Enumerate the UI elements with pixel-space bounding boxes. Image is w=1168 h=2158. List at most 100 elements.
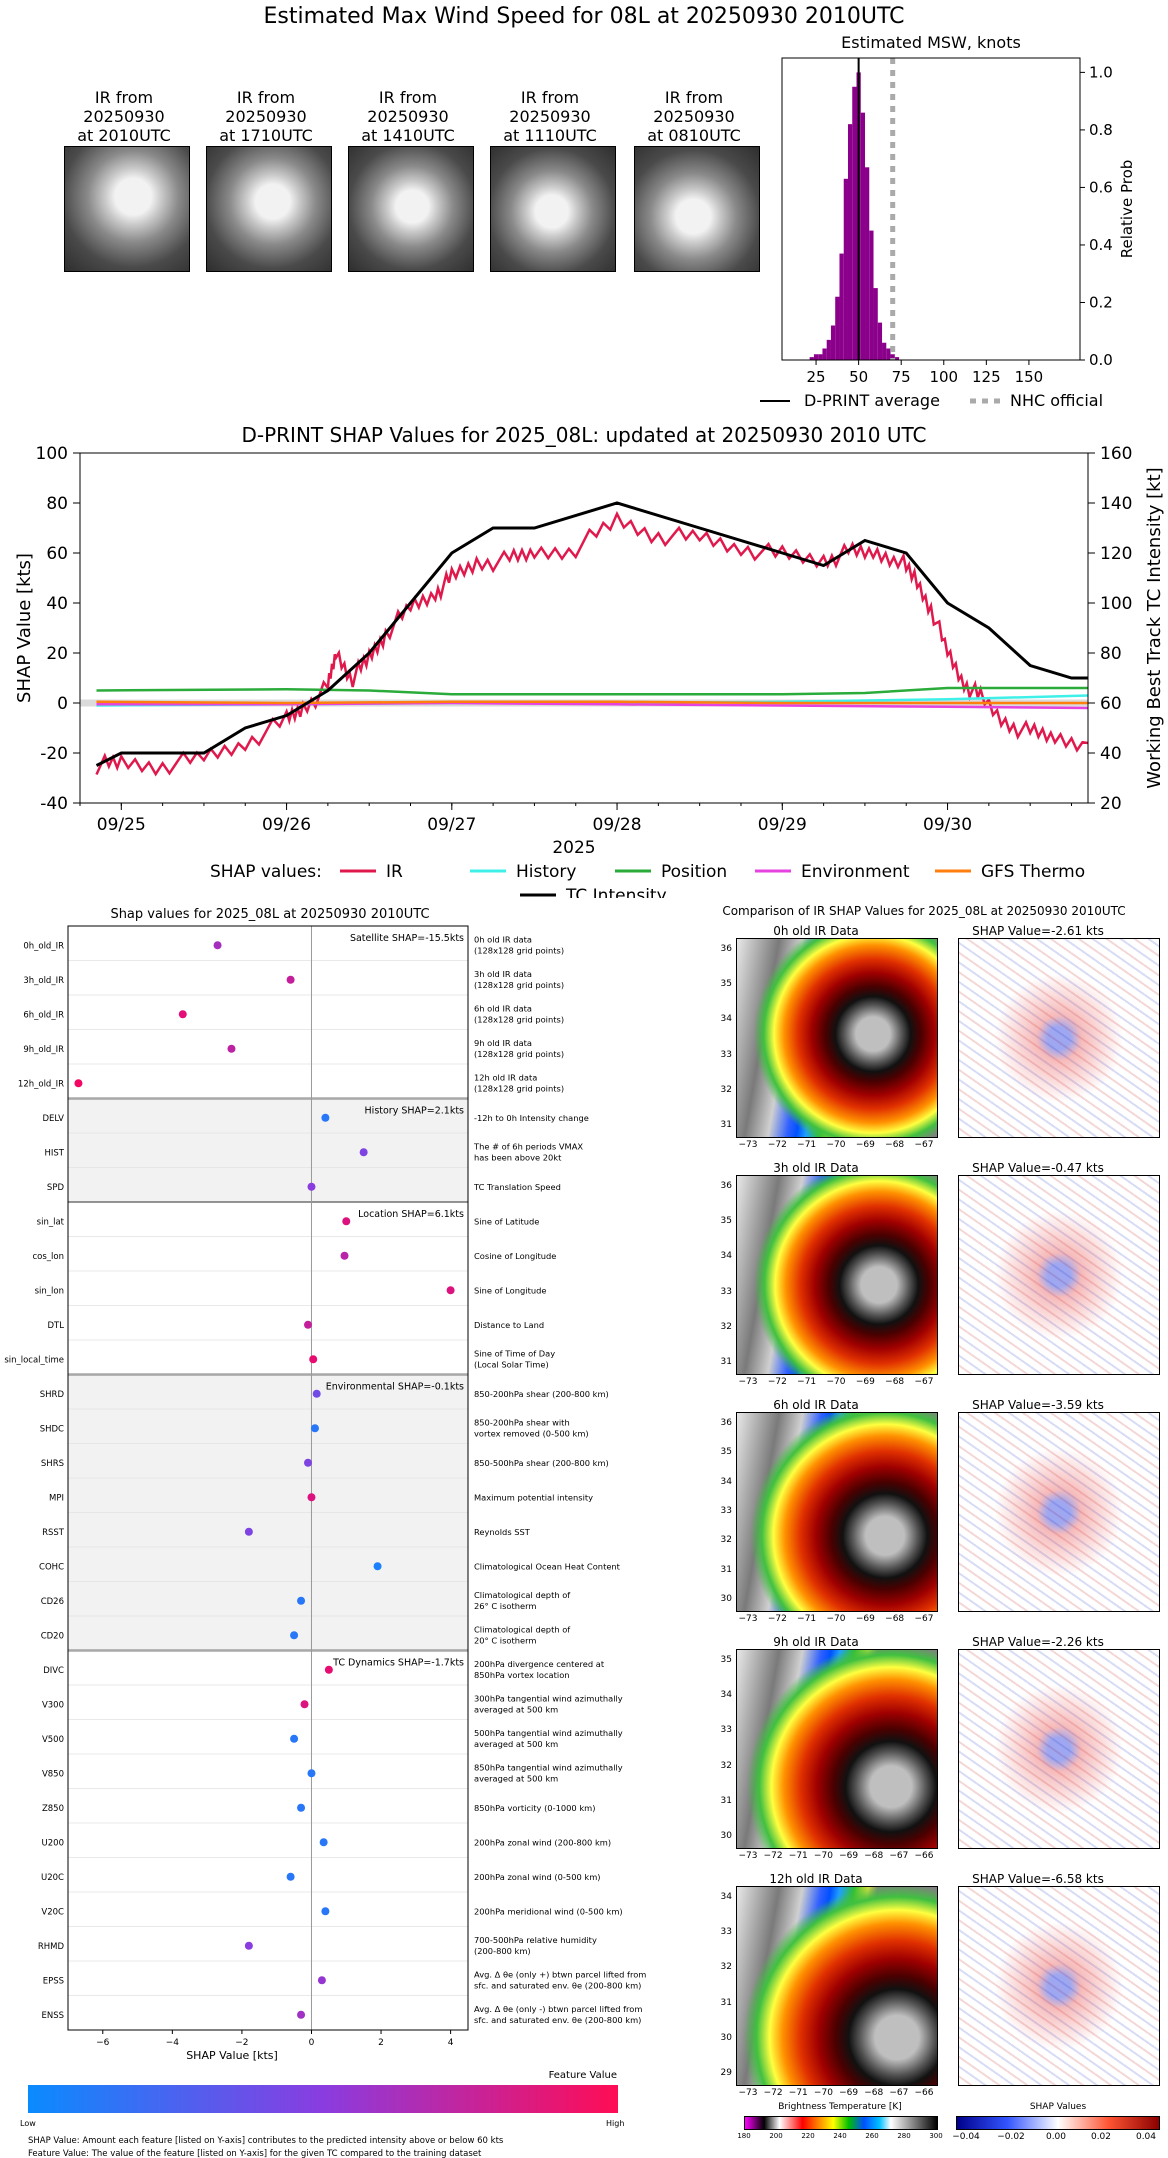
lat-tick-label: 36 bbox=[720, 1181, 732, 1191]
shap-heatmap-image bbox=[958, 1649, 1160, 1849]
x-tick-label: 0 bbox=[309, 2038, 315, 2048]
feature-description: Reynolds SST bbox=[474, 1527, 531, 1537]
shap-panel-title: SHAP Value=-2.26 kts bbox=[972, 1635, 1104, 1649]
feature-dot bbox=[290, 1734, 299, 1743]
lon-tick-label: −66 bbox=[914, 1851, 934, 1861]
lon-tick-label: −67 bbox=[889, 1851, 909, 1861]
group-label: Location SHAP=6.1kts bbox=[358, 1209, 464, 1220]
y-tick-label: 0 bbox=[57, 694, 68, 714]
feature-description: Climatological depth of bbox=[474, 1624, 571, 1634]
series-line-environment bbox=[96, 701, 1089, 710]
thumbnail-caption-line: 20250930 bbox=[367, 107, 449, 126]
thumbnail-caption: IR from 20250930 at 2010UTC bbox=[54, 88, 194, 145]
feature-description: Climatological Ocean Heat Content bbox=[474, 1561, 621, 1571]
feature-description: (200-800 km) bbox=[474, 1946, 531, 1956]
lat-tick-label: 33 bbox=[720, 1927, 732, 1938]
histogram-bar bbox=[877, 322, 883, 360]
y-tick-label: 40 bbox=[46, 594, 68, 614]
histogram-bar bbox=[869, 230, 874, 360]
y-tick-label: 0.4 bbox=[1089, 236, 1113, 254]
feature-name-label: sin_lon bbox=[35, 1286, 64, 1296]
lon-tick-label: −72 bbox=[767, 1614, 787, 1624]
y-tick-label: -40 bbox=[40, 794, 68, 814]
group-label: Environmental SHAP=-0.1kts bbox=[326, 1382, 464, 1393]
lat-tick-label: 34 bbox=[720, 1892, 732, 1902]
lon-tick-label: −69 bbox=[839, 2088, 859, 2098]
feature-dot bbox=[321, 1907, 330, 1916]
histogram-bar bbox=[873, 288, 878, 360]
feature-name-label: 3h_old_IR bbox=[23, 976, 64, 986]
lat-tick-label: 31 bbox=[720, 1564, 732, 1575]
feature-name-label: V20C bbox=[41, 1907, 64, 1917]
feature-description: 3h old IR data bbox=[474, 969, 532, 979]
y2-tick-label: 40 bbox=[1100, 744, 1122, 764]
lat-tick-label: 31 bbox=[720, 1120, 732, 1130]
footnote: Feature Value: The value of the feature … bbox=[28, 2149, 482, 2158]
lon-tick-label: −68 bbox=[885, 1377, 905, 1387]
x-tick-label: −6 bbox=[96, 2038, 110, 2048]
ir-shap-comparison: Comparison of IR SHAP Values for 2025_08… bbox=[680, 900, 1168, 2158]
histogram-title: Estimated MSW, knots bbox=[841, 33, 1021, 52]
legend-prefix: SHAP values: bbox=[210, 862, 322, 882]
histogram-bar bbox=[822, 348, 827, 360]
ir-panel-title: 12h old IR Data bbox=[769, 1872, 863, 1886]
feature-name-label: MPI bbox=[49, 1493, 64, 1503]
feature-dot bbox=[286, 1872, 295, 1881]
bt-colorbar-tick: 280 bbox=[897, 2132, 911, 2140]
lat-tick-label: 32 bbox=[720, 1084, 732, 1095]
ir-thumbnail-image bbox=[348, 146, 474, 272]
feature-description: 850-200hPa shear with bbox=[474, 1417, 570, 1427]
feature-dot bbox=[297, 2010, 306, 2019]
histogram-bar bbox=[818, 354, 823, 360]
y-tick-label: -20 bbox=[40, 744, 68, 764]
shap-heatmap-image bbox=[958, 1886, 1160, 2086]
feature-description: Avg. Δ θe (only +) btwn parcel lifted fr… bbox=[474, 1969, 646, 1979]
feature-dot bbox=[340, 1251, 349, 1260]
histogram-bar bbox=[830, 325, 836, 360]
lat-tick-label: 32 bbox=[720, 1760, 732, 1771]
feature-frame bbox=[67, 925, 469, 2031]
lat-tick-label: 35 bbox=[720, 979, 732, 990]
ir-heatmap-image bbox=[736, 1175, 938, 1375]
lon-tick-label: −69 bbox=[855, 1140, 875, 1150]
thumbnail-caption-line: at 1110UTC bbox=[503, 126, 597, 145]
lon-tick-label: −73 bbox=[738, 1140, 758, 1150]
legend-dprint-label: D-PRINT average bbox=[804, 391, 940, 410]
lat-tick-label: 30 bbox=[720, 1594, 732, 1604]
feature-name-label: sin_lat bbox=[37, 1217, 65, 1227]
shap-colorbar-title: SHAP Values bbox=[1029, 2102, 1087, 2112]
lon-tick-label: −72 bbox=[763, 2088, 783, 2098]
legend-label-position: Position bbox=[661, 862, 727, 882]
x-tick-label: 75 bbox=[892, 368, 911, 386]
ir-thumbnail-image bbox=[64, 146, 190, 272]
feature-name-label: DIVC bbox=[43, 1666, 64, 1676]
feature-name-label: U20C bbox=[41, 1873, 64, 1883]
y2-tick-label: 20 bbox=[1100, 794, 1122, 814]
y-tick-label: 80 bbox=[46, 494, 68, 514]
bt-colorbar-tick: 240 bbox=[833, 2132, 847, 2140]
lon-tick-label: −68 bbox=[885, 1614, 905, 1624]
shap-panel-title: SHAP Value=-3.59 kts bbox=[972, 1398, 1104, 1412]
y2-tick-label: 120 bbox=[1100, 544, 1132, 564]
lat-tick-label: 33 bbox=[720, 1506, 732, 1516]
feature-description: 200hPa zonal wind (200-800 km) bbox=[474, 1837, 611, 1847]
thumbnail-caption-line: at 2010UTC bbox=[77, 126, 171, 145]
feature-description: Sine of Longitude bbox=[474, 1285, 546, 1295]
feature-description: 0h old IR data bbox=[474, 934, 532, 944]
series-line-position bbox=[96, 686, 1088, 696]
feature-name-label: V300 bbox=[42, 1700, 64, 1710]
y-tick-label: 1.0 bbox=[1089, 63, 1113, 81]
feature-dot bbox=[307, 1769, 316, 1778]
lon-tick-label: −70 bbox=[826, 1140, 846, 1150]
feature-name-label: RHMD bbox=[38, 1942, 65, 1952]
lon-tick-label: −71 bbox=[797, 1377, 817, 1387]
histogram-frame bbox=[781, 57, 1081, 361]
shap-colorbar-tick: 0.00 bbox=[1045, 2132, 1067, 2142]
feature-description: Avg. Δ θe (only -) btwn parcel lifted fr… bbox=[474, 2004, 642, 2014]
thumbnail-caption-line: IR from bbox=[94, 88, 154, 107]
histogram-bar bbox=[847, 124, 853, 361]
feature-name-label: U200 bbox=[42, 1838, 64, 1848]
feature-dot bbox=[304, 1458, 312, 1467]
lat-tick-label: 30 bbox=[720, 2032, 732, 2043]
feature-dot bbox=[297, 1803, 306, 1812]
